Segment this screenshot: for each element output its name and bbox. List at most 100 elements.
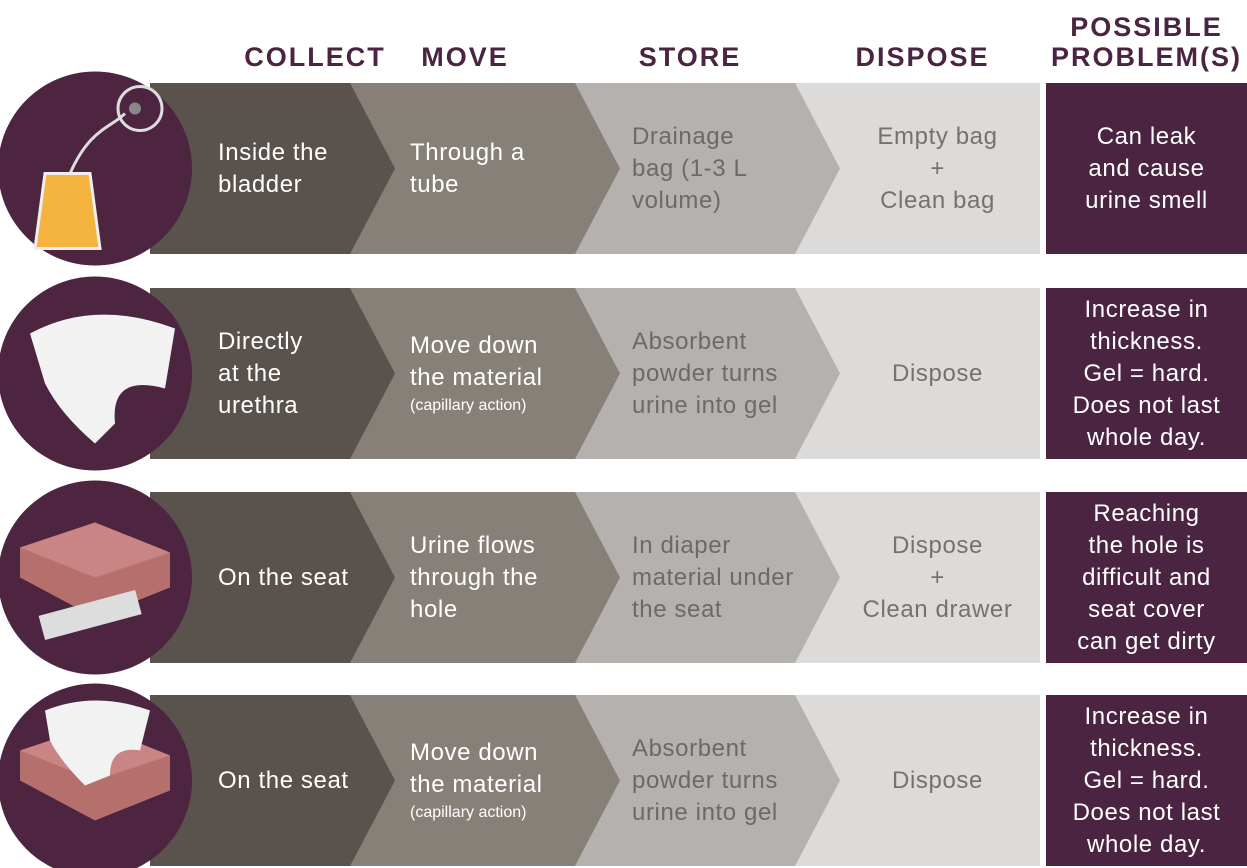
header-line: STORE	[638, 42, 742, 72]
move-line: hole	[410, 595, 458, 623]
store-chevron	[575, 83, 840, 254]
move-cell: Move down the material (capillary action)	[410, 288, 585, 459]
dispose-line: Dispose	[892, 531, 983, 559]
store-cell: Absorbent powder turns urine into gel	[632, 288, 837, 459]
column-header: MOVE	[370, 0, 560, 72]
problem-line: Increase in	[1084, 702, 1209, 730]
store-cell: In diaper material under the seat	[632, 492, 837, 663]
move-line: the material	[410, 770, 543, 798]
header-line: DISPOSE	[855, 42, 990, 72]
move-cell: Through a tube	[410, 83, 585, 254]
collect-line: bladder	[218, 170, 303, 198]
problem-line: Does not last	[1072, 798, 1221, 826]
move-note: (capillary action)	[410, 803, 527, 821]
collect-cell: On the seat	[218, 492, 378, 663]
problem-line: urine smell	[1085, 186, 1208, 214]
move-line: Urine flows	[410, 531, 536, 559]
problem-cell: Increase in thickness. Gel = hard. Does not…	[1046, 695, 1247, 866]
collect-line: Inside the	[218, 138, 329, 166]
store-line: Absorbent	[632, 327, 747, 355]
collect-line: at the	[218, 359, 282, 387]
move-note: (capillary action)	[410, 396, 527, 414]
cushion-top	[20, 522, 170, 578]
move-line: through the	[410, 563, 539, 591]
problem-line: thickness.	[1090, 327, 1203, 355]
dispose-line: Clean drawer	[862, 595, 1013, 623]
column-header: COLLECT	[150, 0, 480, 72]
column-header: DISPOSE	[820, 0, 1025, 72]
dispose-line: Dispose	[892, 766, 983, 794]
store-line: powder turns	[632, 359, 778, 387]
problem-line: the hole is	[1088, 531, 1205, 559]
collect-line: urethra	[218, 391, 299, 419]
dispose-cell: Dispose + Clean drawer	[840, 492, 1035, 663]
store-line: Absorbent	[632, 734, 747, 762]
problem-cell: Can leak and cause urine smell	[1046, 83, 1247, 254]
collect-cell: Directly at the urethra	[218, 288, 378, 459]
diaper	[45, 700, 150, 786]
header-line: POSSIBLE	[1070, 12, 1223, 42]
store-line: powder turns	[632, 766, 778, 794]
move-line: tube	[410, 170, 460, 198]
dispose-line: Empty bag	[877, 122, 998, 150]
store-line: In diaper	[632, 531, 731, 559]
collect-line: On the seat	[218, 563, 349, 591]
store-line: urine into gel	[632, 391, 778, 419]
column-header: STORE	[590, 0, 790, 72]
move-chevron	[350, 83, 620, 254]
problem-line: Gel = hard.	[1083, 766, 1210, 794]
collect-cell: Inside the bladder	[218, 83, 378, 254]
move-line: the material	[410, 363, 543, 391]
problem-box	[1046, 83, 1247, 254]
problem-cell: Reaching the hole is difficult and seat cov…	[1046, 492, 1247, 663]
problem-line: Gel = hard.	[1083, 359, 1210, 387]
problem-line: Reaching	[1093, 499, 1200, 527]
problem-line: difficult and	[1082, 563, 1211, 591]
store-chevron	[575, 492, 840, 663]
move-chevron	[350, 492, 620, 663]
store-chevron	[575, 288, 840, 459]
problem-box	[1046, 492, 1247, 663]
move-line: Through a	[410, 138, 525, 166]
problem-line: seat cover	[1088, 595, 1205, 623]
problem-line: Does not last	[1072, 391, 1221, 419]
store-cell: Absorbent powder turns urine into gel	[632, 695, 837, 866]
problem-line: Can leak	[1096, 122, 1197, 150]
collect-chevron	[150, 695, 395, 866]
header-line: COLLECT	[244, 42, 386, 72]
collect-cell: On the seat	[218, 695, 378, 866]
problem-cell: Increase in thickness. Gel = hard. Does not…	[1046, 288, 1247, 459]
problem-line: whole day.	[1087, 423, 1206, 451]
dispose-cell: Dispose	[840, 288, 1035, 459]
move-line: Move down	[410, 738, 539, 766]
store-line: the seat	[632, 595, 723, 623]
dispose-cell: Dispose	[840, 695, 1035, 866]
header-line: PROBLEM(S)	[1051, 42, 1242, 72]
store-line: Drainage	[632, 122, 735, 150]
problem-line: can get dirty	[1077, 627, 1216, 655]
problem-line: thickness.	[1090, 734, 1203, 762]
dispose-line: Dispose	[892, 359, 983, 387]
drawer	[38, 589, 142, 640]
store-line: urine into gel	[632, 798, 778, 826]
collect-chevron	[150, 83, 395, 254]
move-chevron	[350, 695, 620, 866]
problem-line: and cause	[1088, 154, 1205, 182]
dispose-line: +	[930, 154, 945, 182]
problem-line: whole day.	[1087, 830, 1206, 858]
problem-line: Increase in	[1084, 295, 1209, 323]
collect-chevron	[150, 288, 395, 459]
dispose-line: Clean bag	[880, 186, 995, 214]
collect-chevron	[150, 492, 395, 663]
collect-line: Directly	[218, 327, 303, 355]
dispose-cell: Empty bag + Clean bag	[840, 83, 1035, 254]
problem-box	[1046, 695, 1247, 866]
valve	[129, 102, 141, 115]
move-cell: Move down the material (capillary action)	[410, 695, 585, 866]
move-cell: Urine flows through the hole	[410, 492, 585, 663]
column-header: POSSIBLE PROBLEM(S)	[1046, 0, 1247, 72]
store-line: material under	[632, 563, 794, 591]
store-cell: Drainage bag (1-3 L volume)	[632, 83, 837, 254]
